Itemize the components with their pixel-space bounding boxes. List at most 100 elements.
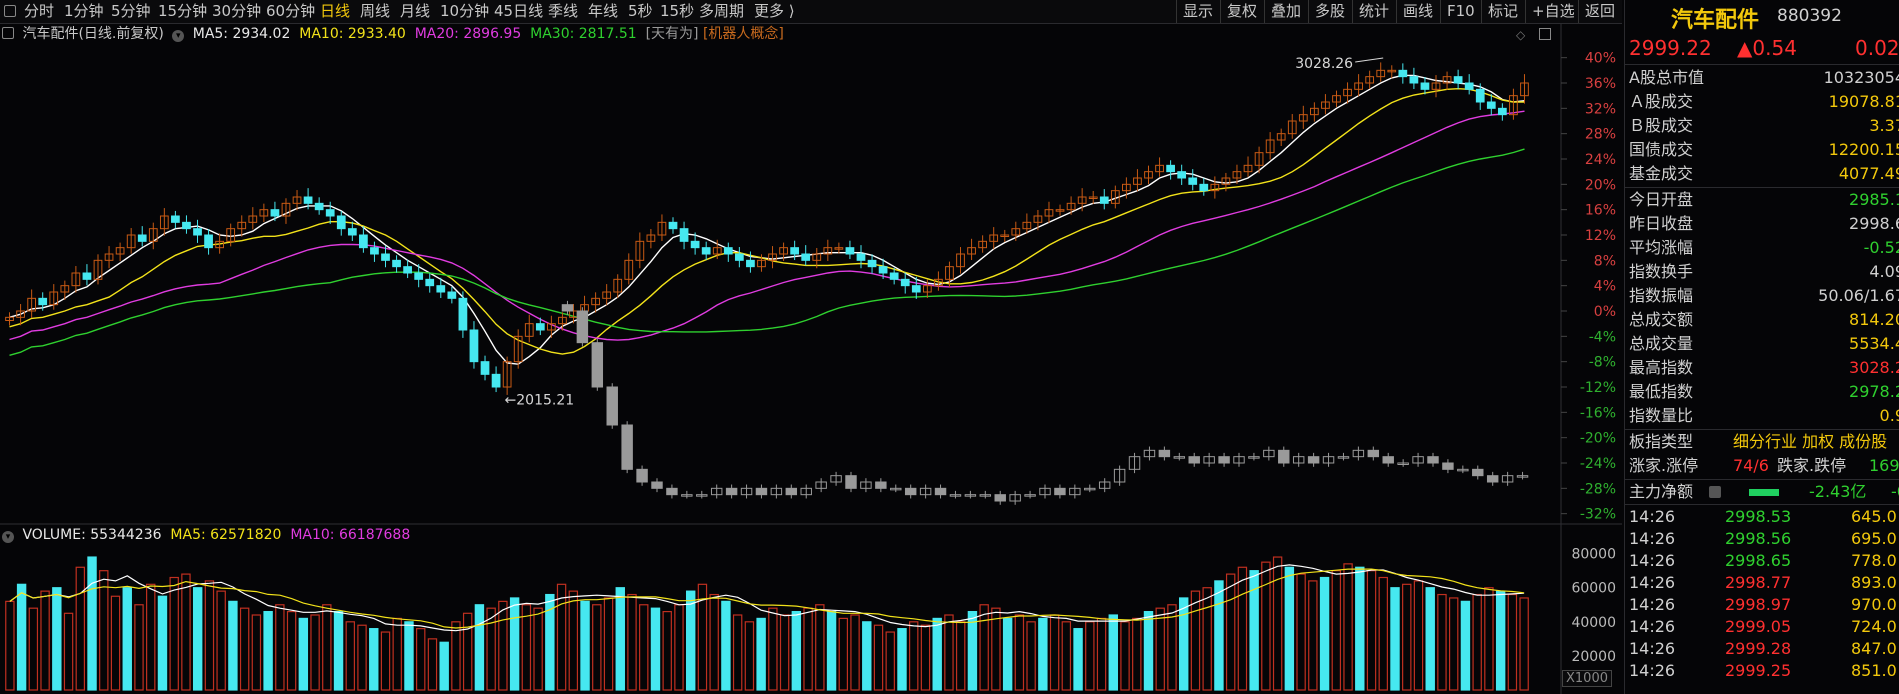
period-tab[interactable]: 5秒: [628, 2, 653, 20]
compare-body: [1263, 449, 1275, 458]
toolbar-tool-button[interactable]: 复权: [1227, 2, 1258, 20]
compare-body: [1098, 481, 1111, 489]
period-tab[interactable]: 更多 ⟩: [754, 2, 795, 20]
menu-icon[interactable]: [2, 27, 14, 39]
volume-bar: [310, 614, 320, 691]
compare-body: [1009, 494, 1021, 502]
toolbar-tool-button[interactable]: 标记: [1488, 2, 1519, 20]
candle-body: [370, 247, 379, 255]
volume-bar: [474, 604, 485, 691]
volume-bar: [122, 587, 132, 691]
volume-bar: [967, 610, 978, 691]
period-tab[interactable]: 分时: [24, 2, 55, 20]
dropdown-icon[interactable]: ▾: [172, 30, 185, 42]
volume-bar: [52, 587, 62, 691]
period-tab[interactable]: 30分钟: [212, 2, 262, 20]
toolbar-tool-button[interactable]: 返回: [1585, 2, 1616, 20]
tick-row: 14:26 2998.97 970.0: [1629, 594, 1899, 616]
period-tab[interactable]: 多周期: [699, 2, 745, 20]
toolbar-tool-button[interactable]: +自选: [1532, 2, 1575, 20]
candle-body: [60, 285, 70, 293]
chart-area[interactable]: 40% 36% 32% 28% 24% 20% 16% 12% 8% 4% 0% -4% -8% -12%…: [0, 0, 1622, 694]
tag-concept[interactable]: [机器人概念]: [702, 26, 784, 42]
volume-bar: [1049, 614, 1060, 691]
y-tick-label: -12%: [1580, 380, 1616, 396]
candle-body: [71, 272, 81, 287]
toolbar-tool-button[interactable]: F10: [1447, 2, 1475, 20]
board-type-row[interactable]: 板指类型 细分行业 加权 成份股: [1629, 430, 1899, 454]
toolbar-tool-button[interactable]: 显示: [1183, 2, 1214, 20]
limit-up-label: 涨家.涨停: [1629, 456, 1699, 475]
tick-row: 14:26 2999.05 724.0: [1629, 616, 1899, 638]
candle-body: [1387, 69, 1397, 73]
period-tab[interactable]: 10分钟: [440, 2, 490, 20]
chart-title: 汽车配件(日线.前复权): [22, 26, 164, 42]
volume-bar: [439, 641, 449, 691]
volume-bar: [791, 610, 802, 691]
tick-volume: 893.0: [1851, 573, 1897, 592]
calc-icon[interactable]: [1709, 486, 1721, 498]
candle-body: [381, 253, 390, 261]
compare-body: [994, 494, 1006, 502]
period-tab[interactable]: 日线: [320, 2, 351, 20]
candle-body: [171, 215, 180, 223]
tick-time: 14:26: [1629, 573, 1676, 592]
stat-value: 50.06/1.67: [1818, 286, 1899, 305]
candle-body: [359, 234, 368, 249]
volume-bar: [545, 593, 555, 691]
compare-body: [845, 475, 857, 489]
stat-value: 2985.1: [1849, 190, 1899, 209]
toolbar-tool-button[interactable]: 叠加: [1271, 2, 1302, 20]
period-tab[interactable]: 季线: [548, 2, 579, 20]
compare-body: [621, 424, 633, 470]
volume-bar: [897, 628, 907, 691]
candle-body: [1166, 164, 1175, 173]
candle-body: [1055, 209, 1065, 212]
period-tab[interactable]: 5分钟: [111, 2, 151, 20]
kline-chart[interactable]: 40% 36% 32% 28% 24% 20% 16% 12% 8% 4% 0% -4% -8% -12%…: [0, 0, 1622, 694]
period-tab[interactable]: 年线: [588, 2, 619, 20]
toolbar-tool-button[interactable]: 统计: [1359, 2, 1390, 20]
volume-dropdown-icon[interactable]: ▾: [2, 531, 14, 543]
candle-body: [1254, 152, 1264, 166]
diamond-icon[interactable]: ◇: [1516, 28, 1526, 42]
stat-row: 指数振幅 50.06/1.67: [1629, 284, 1899, 308]
period-tab[interactable]: 60分钟: [266, 2, 316, 20]
volume-bar: [1437, 593, 1447, 691]
candle-body: [801, 253, 811, 261]
compare-body: [1158, 449, 1171, 458]
period-tab[interactable]: 1分钟: [64, 2, 104, 20]
period-tab[interactable]: 15秒: [660, 2, 695, 20]
compare-body: [919, 487, 932, 496]
tag-stock[interactable]: [天有为]: [645, 26, 699, 42]
stat-label: 基金成交: [1629, 164, 1694, 183]
volume-bar: [826, 610, 837, 691]
candle-body: [5, 316, 14, 322]
stat-row: 最高指数 3028.2: [1629, 356, 1899, 380]
volume-bar: [1096, 617, 1107, 691]
compare-body: [1486, 475, 1499, 483]
toolbar-menu-icon[interactable]: [4, 5, 16, 17]
stock-code: 880392: [1777, 6, 1842, 26]
candle-body: [414, 272, 424, 280]
compare-body: [1337, 456, 1350, 459]
board-type-value[interactable]: 细分行业 加权 成份股: [1733, 432, 1888, 451]
stat-label: 指数振幅: [1629, 286, 1694, 305]
tick-time: 14:26: [1629, 639, 1676, 658]
volume-bar: [146, 583, 156, 691]
volume-bar: [5, 600, 15, 691]
period-tab[interactable]: 15分钟: [158, 2, 208, 20]
candle-body: [845, 247, 855, 255]
period-tab[interactable]: 月线: [400, 2, 431, 20]
candle-body: [193, 228, 202, 236]
candle-body: [1276, 133, 1286, 141]
compare-body: [949, 494, 962, 497]
period-tab[interactable]: 周线: [360, 2, 391, 20]
y-tick-label: -20%: [1580, 431, 1616, 447]
y-tick-label: 28%: [1585, 127, 1616, 143]
toolbar-tool-button[interactable]: 画线: [1403, 2, 1434, 20]
period-tab[interactable]: 45日线: [494, 2, 544, 20]
panel-toggle-icon[interactable]: [1539, 28, 1552, 40]
toolbar-tool-button[interactable]: 多股: [1315, 2, 1346, 20]
y-tick-label: 24%: [1585, 152, 1616, 168]
